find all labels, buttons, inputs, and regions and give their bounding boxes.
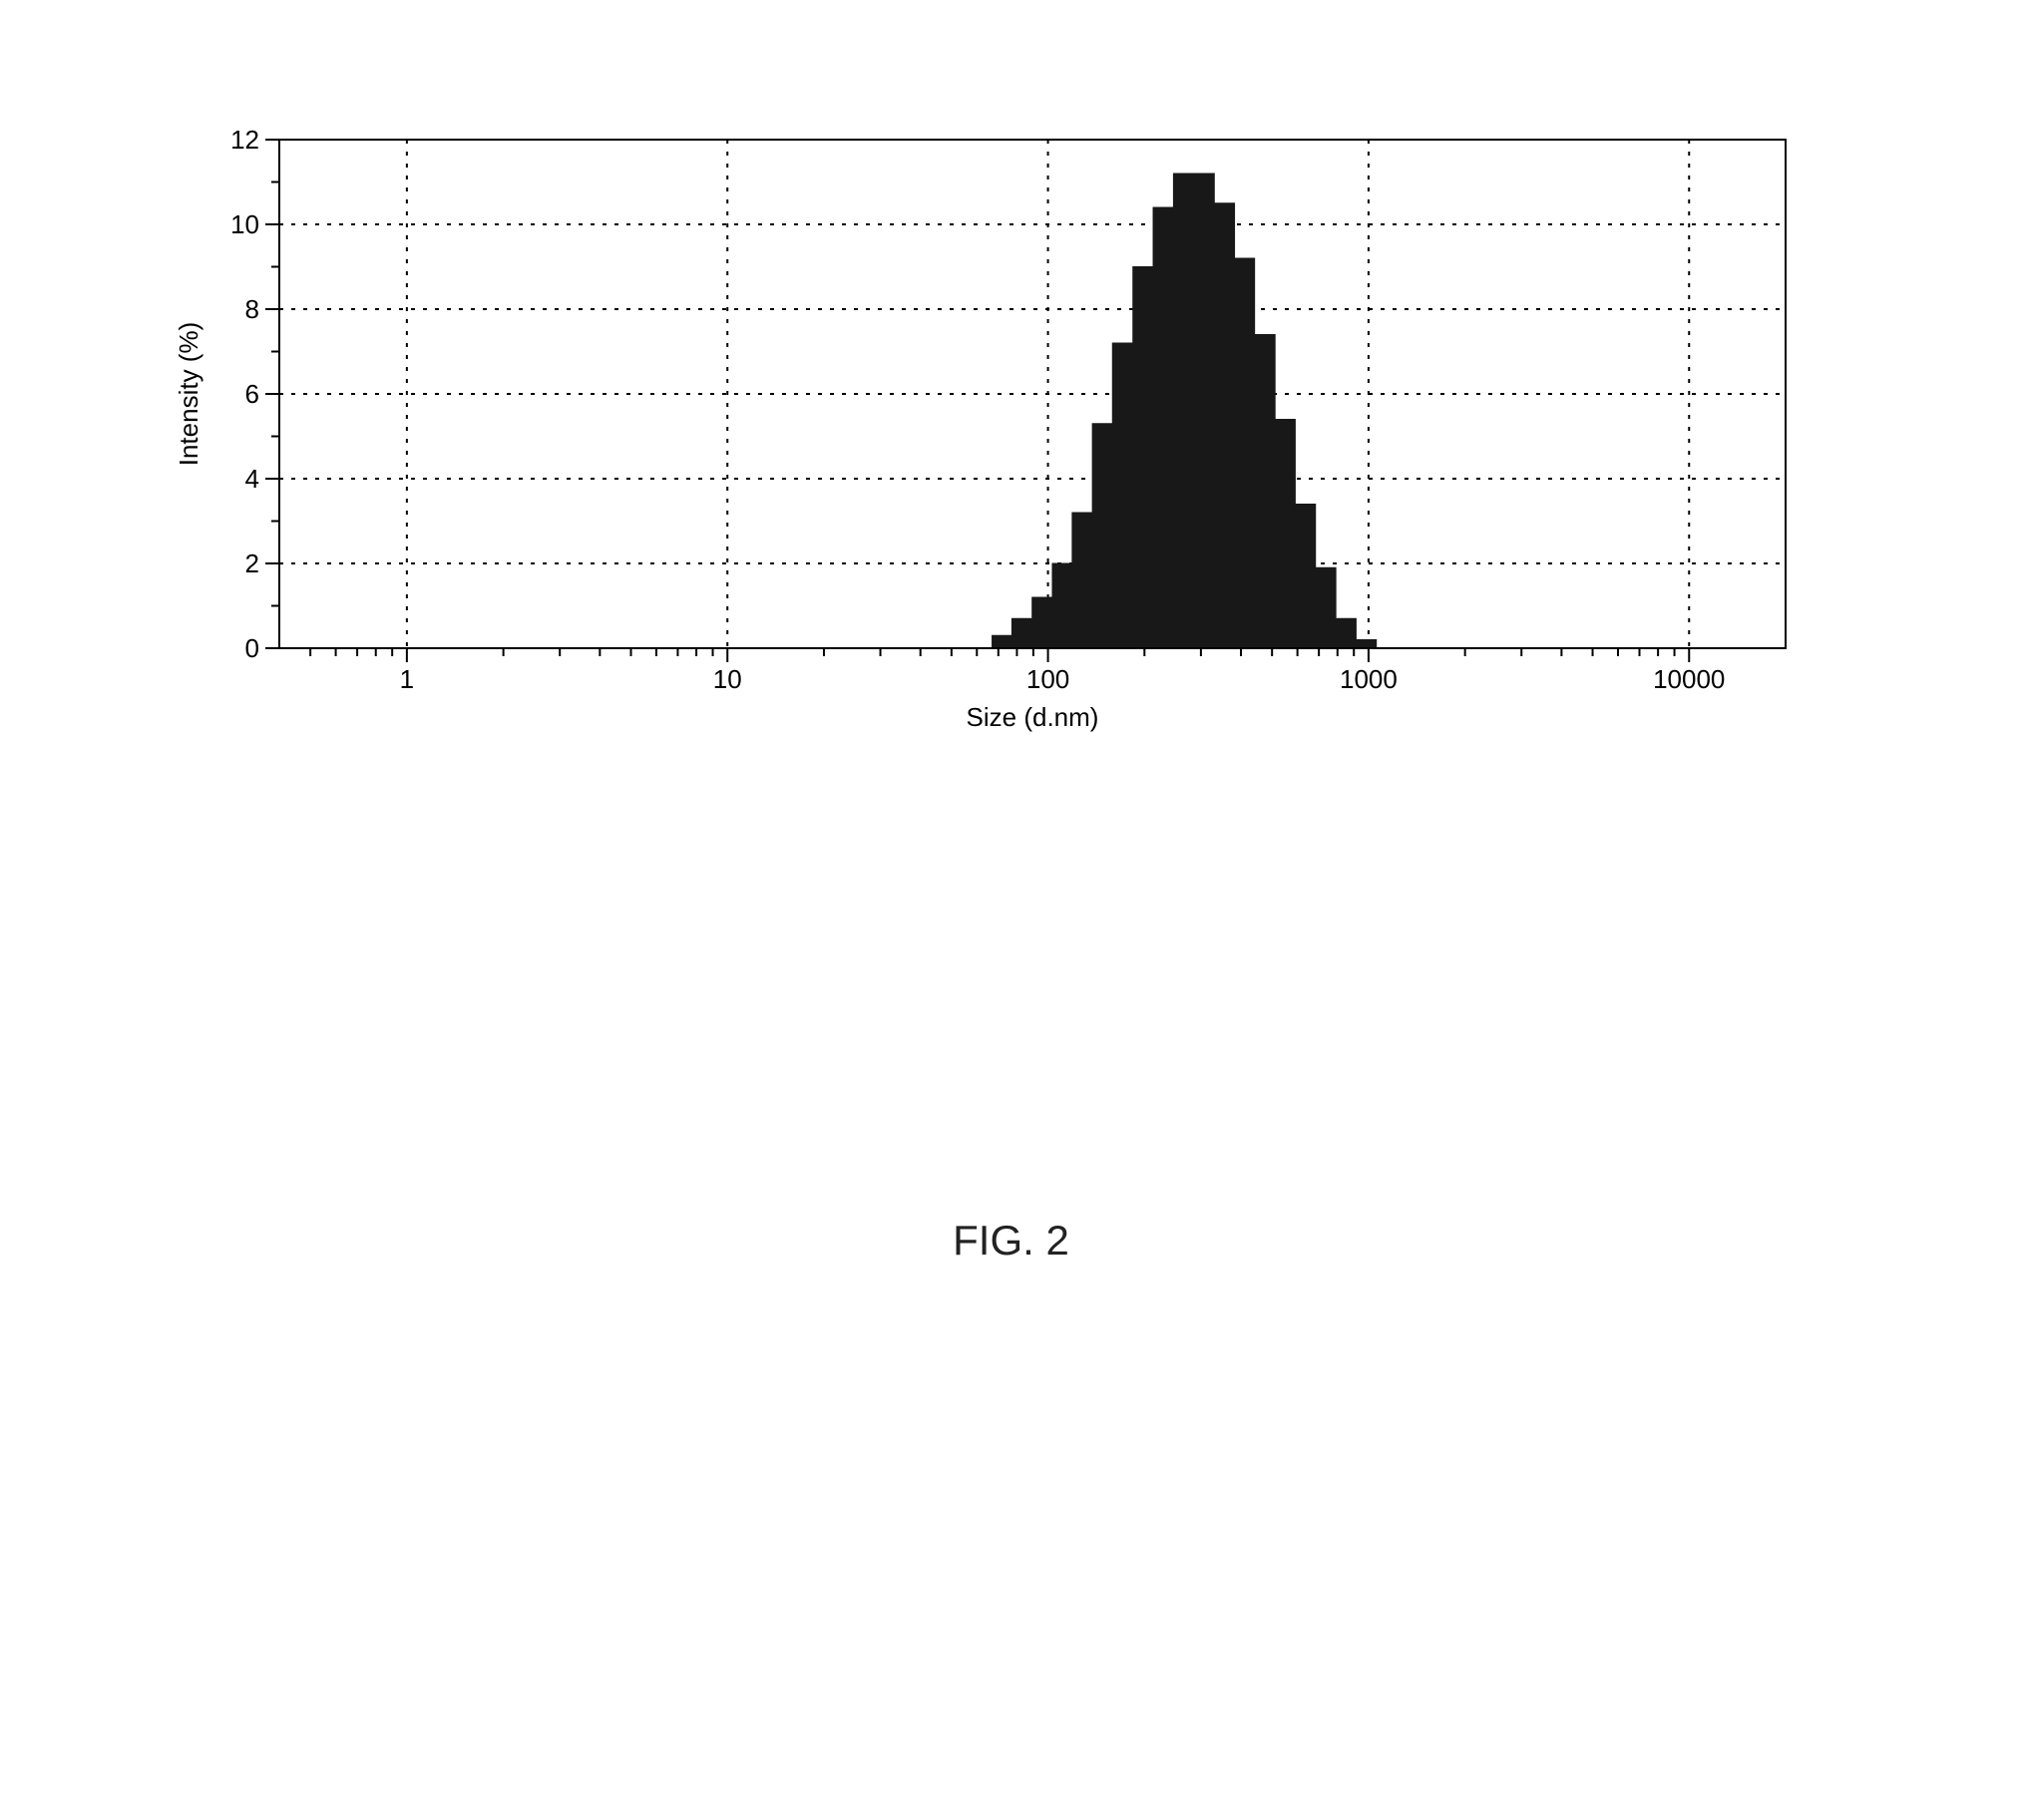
- svg-text:8: 8: [245, 294, 259, 324]
- svg-text:12: 12: [230, 130, 259, 155]
- svg-text:10: 10: [713, 664, 742, 694]
- page: 0 2 4 6 8 10 12 1 10 100 1000 10000 Intensity (%) Siz…: [0, 0, 2022, 1820]
- chart-container: 0 2 4 6 8 10 12 1 10 100 1000 10000 Intensity (%) Siz…: [170, 130, 1806, 743]
- svg-text:1000: 1000: [1340, 664, 1398, 694]
- svg-text:0: 0: [245, 633, 259, 663]
- svg-text:6: 6: [245, 379, 259, 409]
- svg-text:Size (d.nm): Size (d.nm): [967, 702, 1099, 732]
- svg-text:100: 100: [1026, 664, 1069, 694]
- svg-text:Intensity (%): Intensity (%): [174, 322, 203, 467]
- svg-text:1: 1: [400, 664, 414, 694]
- svg-text:10000: 10000: [1653, 664, 1725, 694]
- size-distribution-chart: 0 2 4 6 8 10 12 1 10 100 1000 10000 Intensity (%) Siz…: [170, 130, 1806, 738]
- svg-text:4: 4: [245, 464, 259, 494]
- svg-text:2: 2: [245, 548, 259, 578]
- svg-text:10: 10: [230, 209, 259, 239]
- figure-caption: FIG. 2: [0, 1217, 2022, 1265]
